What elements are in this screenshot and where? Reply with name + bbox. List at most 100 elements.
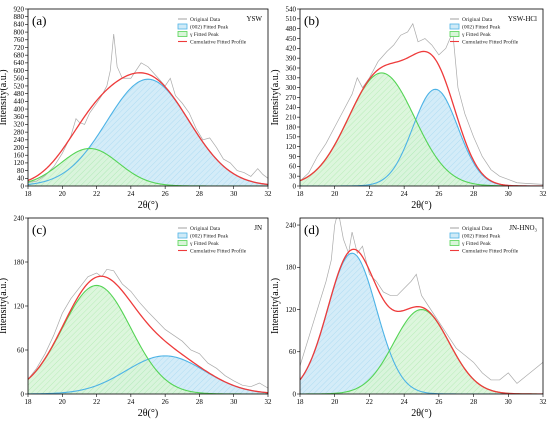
plot-area-c: [28, 268, 268, 394]
x-tick-label: 26: [435, 398, 443, 406]
x-tick-label: 20: [59, 398, 67, 406]
x-tick-label: 20: [59, 190, 67, 198]
y-tick-label: 420: [286, 45, 297, 53]
sample-name: JN: [254, 224, 262, 232]
x-axis-title: 2θ(°): [138, 408, 158, 419]
plot-area-a: [28, 33, 268, 186]
x-tick-label: 24: [127, 190, 135, 198]
y-axis-title: Intensity(a.u.): [0, 69, 9, 125]
y-tick-label: 880: [14, 13, 25, 21]
y-tick-label: 0: [293, 182, 297, 190]
y-tick-label: 210: [286, 113, 297, 121]
panel-label: (b): [304, 13, 319, 28]
legend-label: Cumulative Fitted Profile: [462, 39, 519, 46]
y-tick-label: 120: [14, 302, 25, 310]
y-tick-label: 30: [289, 172, 297, 180]
legend-label: (002) Fitted Peak: [190, 233, 228, 240]
y-tick-label: 120: [14, 159, 25, 167]
y-tick-label: 600: [14, 67, 25, 75]
original-data-line: [300, 218, 543, 384]
legend-swatch: [177, 23, 188, 30]
peak-fill-002: [300, 253, 543, 394]
x-tick-label: 28: [196, 398, 204, 406]
x-tick-label: 24: [401, 398, 409, 406]
x-tick-label: 22: [93, 398, 101, 406]
legend-label: γ Fitted Peak: [461, 32, 491, 38]
y-tick-label: 120: [286, 143, 297, 151]
y-tick-label: 240: [14, 136, 25, 144]
legend-label: Cumulative Fitted Profile: [190, 39, 247, 46]
legend-swatch: [449, 240, 460, 246]
y-tick-label: 60: [289, 348, 297, 356]
panel-label: (d): [304, 222, 319, 237]
y-tick-label: 320: [14, 121, 25, 129]
y-tick-label: 40: [17, 175, 25, 183]
peak-fill-gamma: [300, 72, 543, 186]
sample-name: YSW: [246, 15, 262, 23]
y-tick-label: 280: [14, 128, 25, 136]
x-tick-label: 32: [540, 398, 548, 406]
legend-label: (002) Fitted Peak: [462, 24, 500, 31]
original-data-line: [28, 33, 268, 183]
panel-c: 18 20 22 24 26 28 30 32 0 60 120 180 240 2θ(°) Intensi…: [0, 214, 272, 419]
y-tick-label: 510: [286, 15, 297, 23]
legend-swatch: [449, 232, 460, 239]
legend-swatch: [177, 240, 188, 246]
x-tick-label: 30: [230, 398, 238, 406]
panel-label: (a): [32, 13, 46, 28]
x-tick-label: 22: [366, 190, 374, 198]
y-axis-title: Intensity(a.u.): [270, 69, 281, 125]
peak-fill-gamma: [300, 309, 543, 394]
y-tick-label: 160: [14, 152, 25, 160]
legend-label: Original Data: [190, 17, 221, 23]
y-tick-label: 80: [17, 167, 25, 175]
cumulative-line: [28, 275, 268, 394]
y-tick-label: 800: [14, 28, 25, 36]
y-tick-label: 150: [286, 133, 297, 141]
legend-label: Original Data: [462, 226, 493, 232]
y-axis-title: Intensity(a.u.): [270, 278, 281, 334]
x-tick-label: 32: [265, 398, 273, 406]
x-tick-label: 20: [331, 190, 339, 198]
peak-fill-gamma: [28, 148, 268, 186]
y-tick-label: 180: [286, 264, 297, 272]
panel-b: 18 20 22 24 26 28 30 32030609012015018021024027…: [270, 5, 547, 211]
y-tick-label: 540: [286, 5, 297, 13]
y-tick-label: 360: [14, 113, 25, 121]
y-tick-label: 840: [14, 21, 25, 29]
panel-label: (c): [32, 222, 46, 237]
x-tick-label: 22: [366, 398, 374, 406]
y-tick-label: 240: [286, 104, 297, 112]
legend-label: γ Fitted Peak: [189, 241, 219, 247]
y-tick-label: 300: [286, 84, 297, 92]
x-tick-label: 26: [435, 190, 443, 198]
y-tick-label: 270: [286, 94, 297, 102]
cumulative-line: [300, 50, 543, 186]
y-tick-label: 240: [14, 214, 25, 222]
x-tick-label: 18: [25, 190, 33, 198]
legend-swatch: [177, 31, 188, 37]
x-tick-label: 30: [230, 190, 238, 198]
y-tick-label: 0: [293, 390, 297, 398]
x-tick-label: 18: [297, 190, 305, 198]
y-tick-label: 240: [286, 221, 297, 229]
x-tick-label: 28: [470, 398, 478, 406]
original-data-line: [28, 268, 268, 389]
y-tick-label: 400: [14, 105, 25, 113]
x-tick-label: 24: [127, 398, 135, 406]
x-tick-label: 30: [505, 398, 513, 406]
y-tick-label: 330: [286, 74, 297, 82]
x-tick-label: 20: [331, 398, 339, 406]
x-tick-label: 26: [162, 398, 170, 406]
x-axis-title: 2θ(°): [138, 200, 158, 211]
y-tick-label: 520: [14, 82, 25, 90]
x-axis-title: 2θ(°): [411, 200, 431, 211]
legend-swatch: [177, 232, 188, 239]
y-tick-label: 360: [286, 64, 297, 72]
y-tick-label: 180: [286, 123, 297, 131]
y-tick-label: 720: [14, 44, 25, 52]
y-tick-label: 180: [14, 258, 25, 266]
panel-a: 18 20 22 24 26 28 30 32040801201602002402803203…: [0, 5, 272, 211]
x-tick-label: 22: [93, 190, 101, 198]
y-tick-label: 60: [17, 346, 25, 354]
